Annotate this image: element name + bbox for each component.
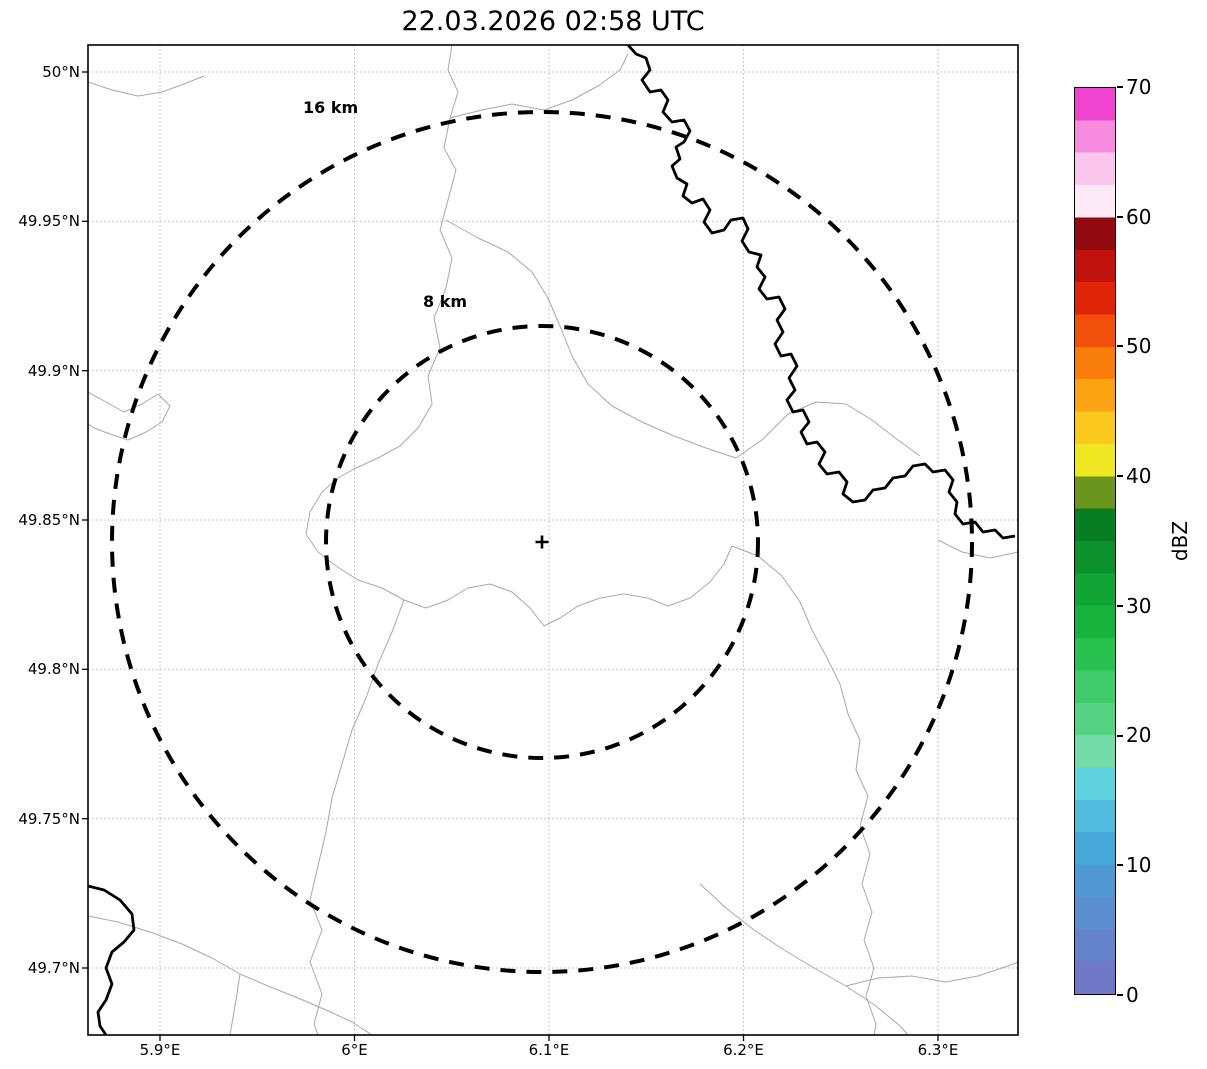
colorbar-tick-label: 40: [1126, 464, 1152, 488]
x-tick-label: 5.9°E: [139, 1041, 181, 1059]
colorbar-axis-label: dBZ: [1168, 520, 1192, 562]
colorbar-tick-mark: [1117, 864, 1123, 867]
colorbar-tick-mark: [1117, 475, 1123, 478]
x-tick-label: 6.2°E: [723, 1041, 764, 1059]
colorbar-tick-label: 30: [1126, 594, 1152, 618]
x-tick-label: 6.1°E: [528, 1041, 570, 1059]
colorbar-tick-mark: [1117, 994, 1123, 996]
colorbar-tick-label: 60: [1126, 205, 1152, 229]
figure-title: 22.03.2026 02:58 UTC: [401, 6, 705, 37]
y-tick-label: 49.95°N: [18, 212, 80, 230]
colorbar-tick-label: 0: [1126, 983, 1139, 1007]
colorbar-tick-mark: [1117, 215, 1123, 218]
colorbar-tick-label: 10: [1126, 853, 1152, 877]
colorbar-tick-label: 20: [1126, 723, 1152, 747]
range-ring-8km: [324, 324, 760, 760]
y-tick-label: 49.8°N: [27, 660, 80, 678]
ring-label-16km: 16 km: [303, 98, 359, 117]
ring-label-8km: 8 km: [423, 292, 468, 311]
y-tick-label: 50°N: [42, 63, 80, 81]
radar-site-marker: [535, 535, 549, 549]
admin-boundary-lines: [88, 45, 1018, 1035]
colorbar-tick-mark: [1117, 86, 1123, 88]
x-tick-label: 6.3°E: [917, 1041, 959, 1059]
river-line: [88, 45, 1016, 1035]
colorbar-tick-mark: [1117, 345, 1123, 348]
colorbar-tick-label: 70: [1126, 75, 1152, 99]
colorbar-tick-label: 50: [1126, 334, 1152, 358]
axis-tick-marks: [82, 71, 939, 1041]
colorbar-tick-mark: [1117, 734, 1123, 737]
colorbar: [1074, 87, 1116, 995]
colorbar-tick-mark: [1117, 604, 1123, 607]
x-tick-label: 6°E: [341, 1041, 368, 1059]
plot-border: [87, 44, 1019, 1036]
y-tick-label: 49.9°N: [27, 362, 80, 380]
grid-lines: [88, 45, 1018, 1035]
y-tick-label: 49.75°N: [18, 810, 80, 828]
colorbar-gradient: [1075, 88, 1115, 994]
range-ring-16km: [110, 110, 974, 974]
y-tick-label: 49.85°N: [18, 511, 80, 529]
y-tick-label: 49.7°N: [27, 959, 80, 977]
